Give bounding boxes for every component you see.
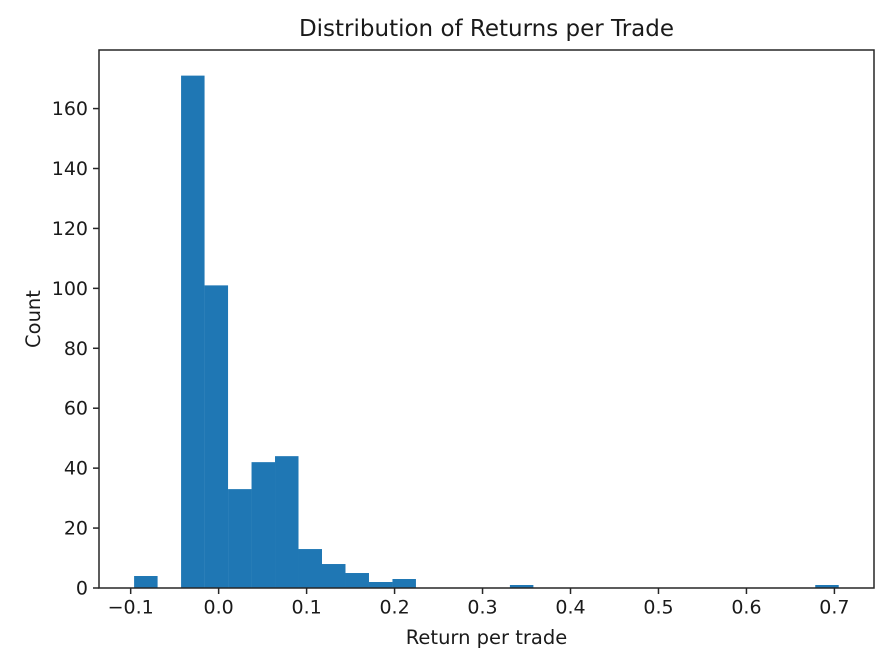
histogram-bar (815, 585, 839, 588)
x-axis-label: Return per trade (406, 626, 567, 649)
x-tick-label: 0.4 (555, 597, 585, 619)
y-axis: 0 20 40 60 80 100 120 140 160 (52, 98, 99, 600)
histogram-bar (298, 549, 322, 588)
histogram-bar (251, 462, 276, 588)
y-tick-label: 120 (52, 218, 88, 240)
plot-frame (98, 49, 875, 589)
y-tick-label: 100 (52, 278, 88, 300)
x-tick-label: 0.1 (291, 597, 321, 619)
x-tick-label: 0.2 (379, 597, 409, 619)
y-tick-label: 80 (64, 338, 88, 360)
x-tick-label: 0.7 (819, 597, 849, 619)
x-tick-label: 0.0 (204, 597, 234, 619)
x-tick-label: 0.6 (731, 597, 761, 619)
histogram-bar (509, 585, 534, 588)
histogram-bar (368, 582, 393, 588)
bars-group (134, 75, 839, 589)
y-tick-label: 0 (76, 578, 88, 600)
x-tick-label: 0.3 (467, 597, 497, 619)
x-tick-label: 0.5 (643, 597, 673, 619)
y-tick-label: 140 (52, 158, 88, 180)
y-tick-label: 60 (64, 398, 88, 420)
y-axis-label: Count (22, 290, 45, 348)
histogram-bar (181, 75, 205, 589)
y-tick-label: 40 (64, 458, 88, 480)
histogram-bar (204, 285, 229, 588)
histogram-bar (275, 456, 299, 588)
x-axis: −0.1 0.0 0.1 0.2 0.3 0.4 0.5 0.6 0.7 (108, 588, 850, 619)
chart-title: Distribution of Returns per Trade (299, 16, 674, 42)
histogram-bar (345, 573, 369, 588)
y-tick-label: 20 (64, 518, 88, 540)
y-tick-label: 160 (52, 98, 88, 120)
histogram-bar (392, 579, 416, 588)
histogram-bar (322, 564, 346, 588)
histogram-bar (228, 489, 252, 588)
x-tick-label: −0.1 (108, 597, 154, 619)
histogram-bar (134, 576, 158, 588)
